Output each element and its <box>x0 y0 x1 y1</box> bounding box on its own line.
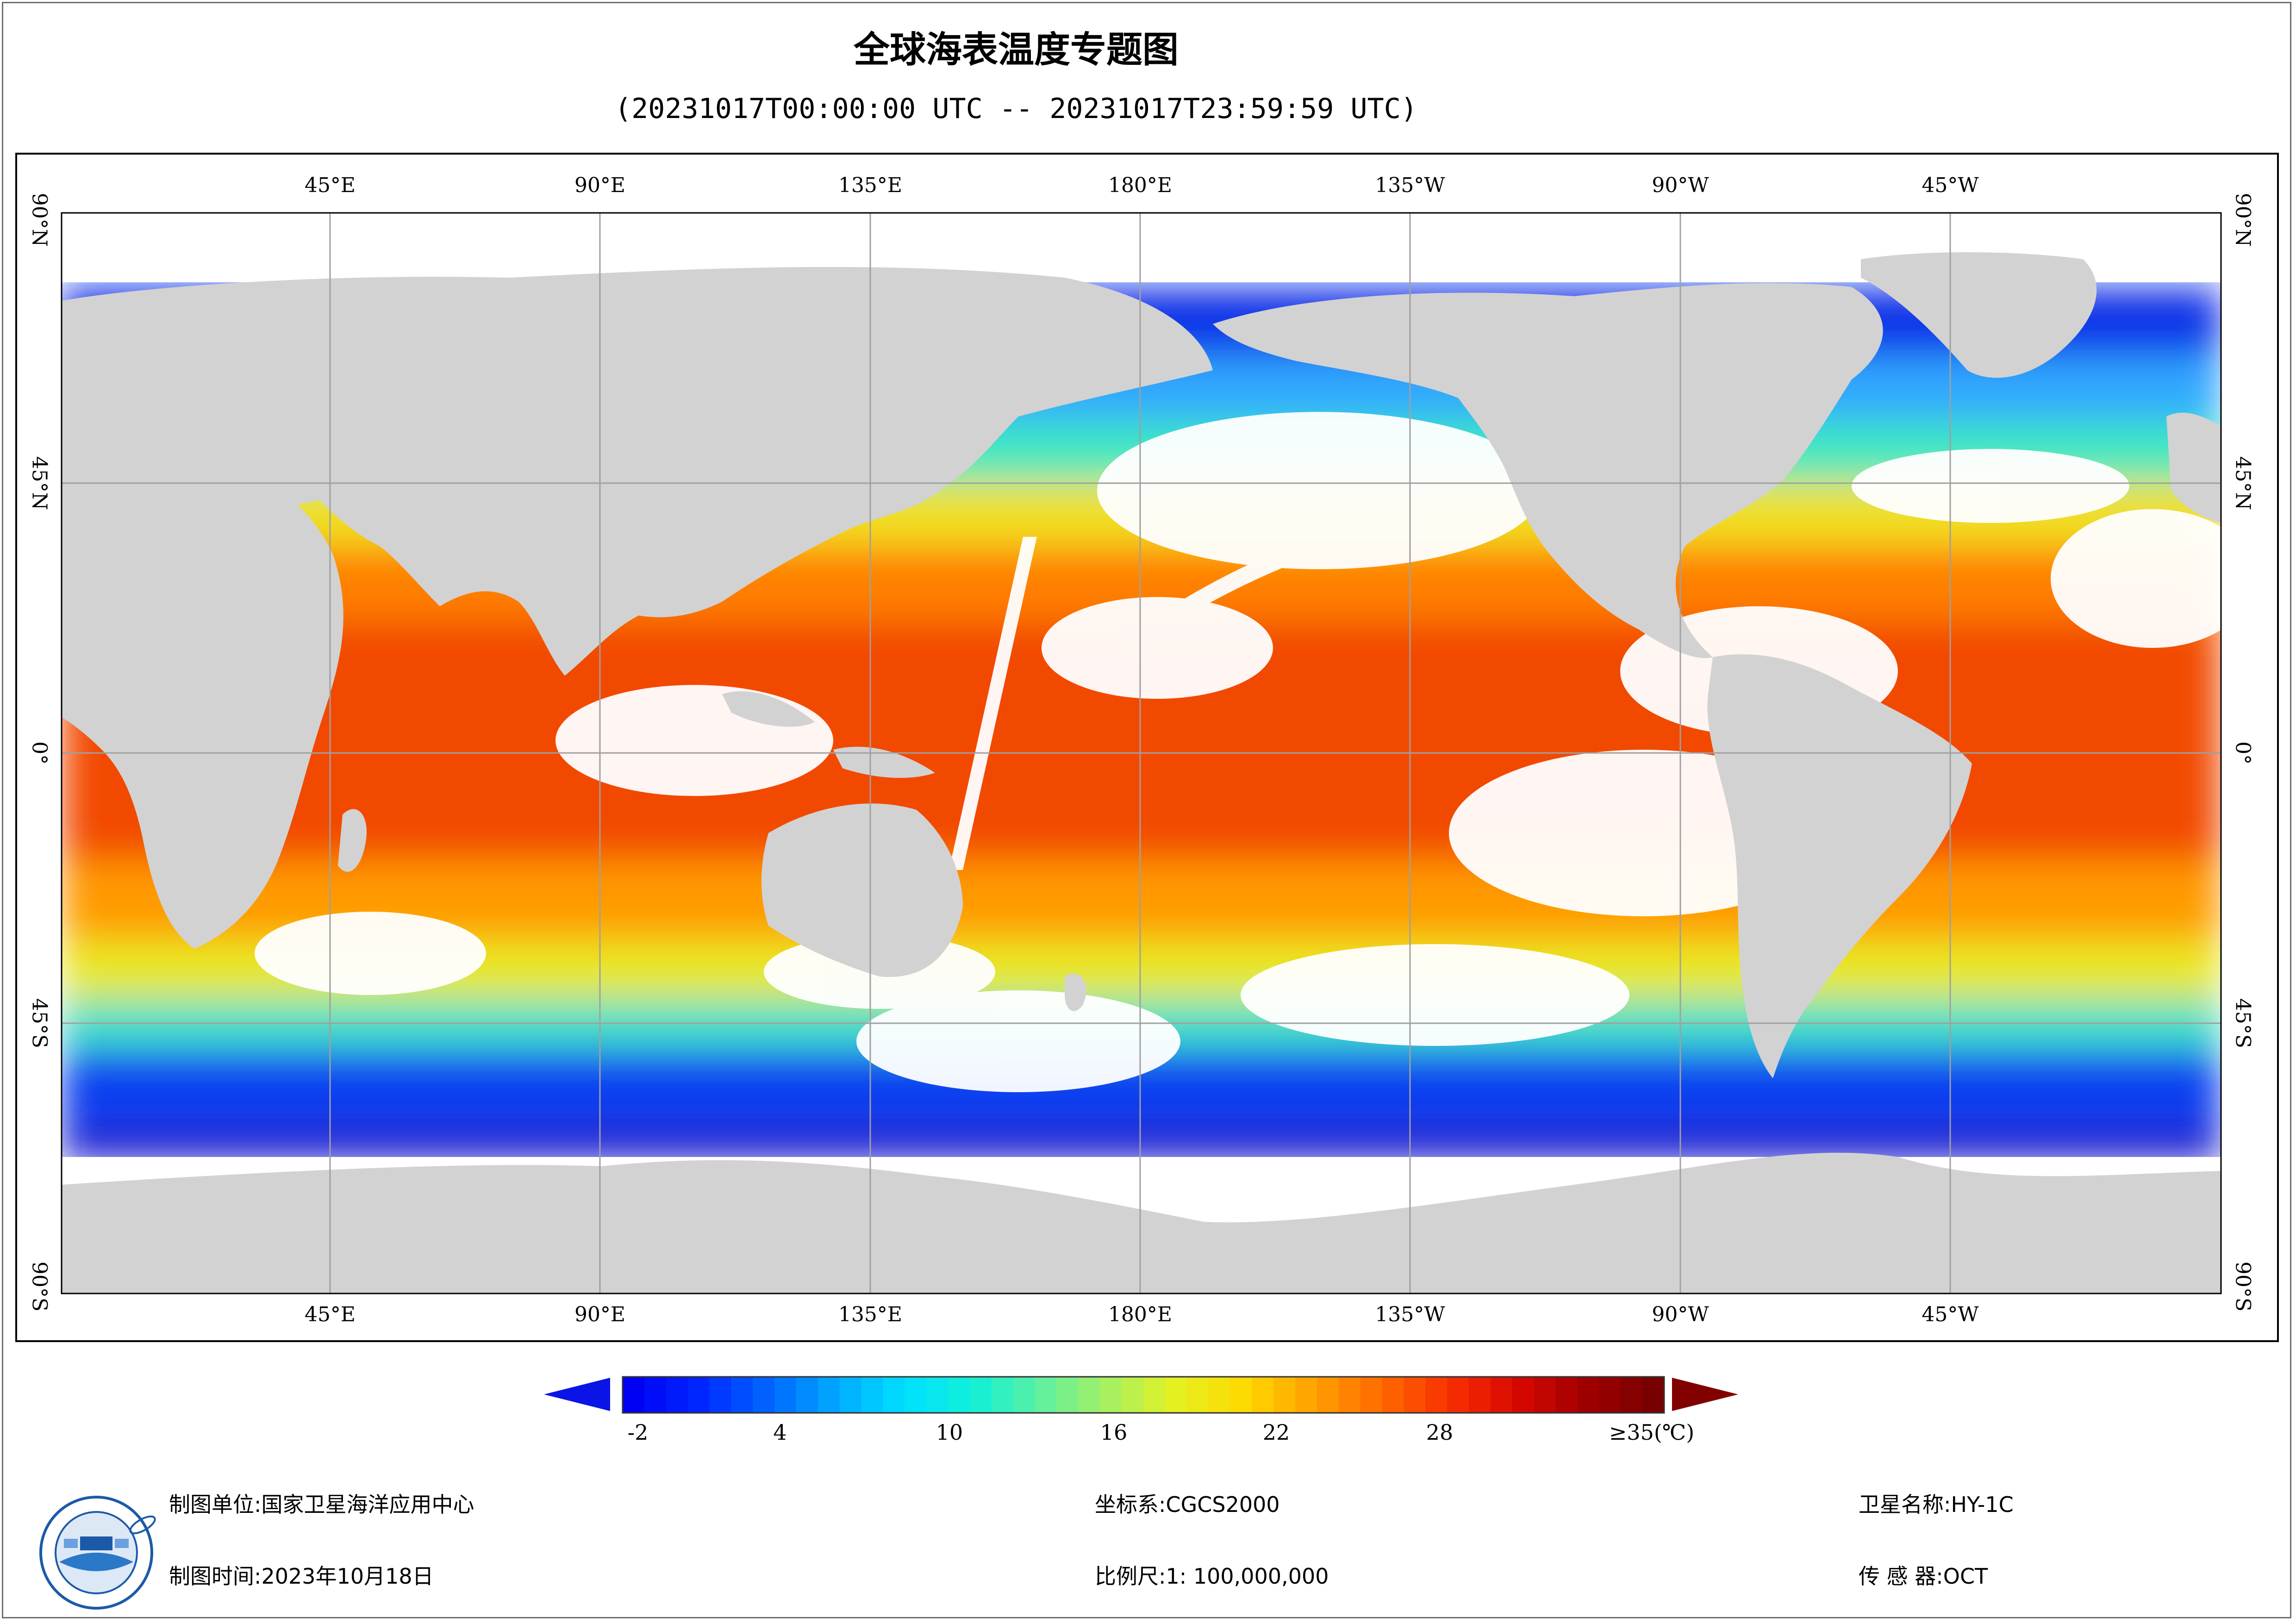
lon-label-bottom: 90°W <box>1652 1303 1709 1326</box>
lat-label-left: 45°S <box>27 998 51 1049</box>
crs-value: CGCS2000 <box>1166 1492 1280 1517</box>
land-mass <box>62 252 2221 1293</box>
satellite-value: HY-1C <box>1951 1492 2014 1517</box>
lon-label-bottom: 180°E <box>1108 1303 1173 1326</box>
sensor-value: OCT <box>1943 1564 1988 1589</box>
nsoas-logo-icon <box>39 1496 156 1610</box>
crs-label: 坐标系: <box>1095 1492 1166 1517</box>
producer-info: 制图单位:国家卫星海洋应用中心 <box>169 1488 474 1518</box>
legend-tick: ≥35(℃) <box>1609 1420 1695 1445</box>
lon-label-top: 135°E <box>838 174 903 197</box>
lat-label-left: 90°S <box>27 1261 51 1312</box>
lat-label-left: 45°N <box>27 456 51 510</box>
crs-info: 坐标系:CGCS2000 <box>1095 1488 1280 1518</box>
scale-info: 比例尺:1: 100,000,000 <box>1095 1560 1329 1590</box>
cloud-gaps <box>255 268 2221 1092</box>
sensor-label: 传 感 器: <box>1859 1564 1943 1589</box>
production-date-label: 制图时间: <box>169 1564 262 1589</box>
scale-value: 1: 100,000,000 <box>1166 1564 1329 1589</box>
lon-label-top: 135°W <box>1375 174 1445 197</box>
lon-label-top: 45°W <box>1922 174 1979 197</box>
sensor-info: 传 感 器:OCT <box>1859 1560 1988 1590</box>
lat-label-right: 90°S <box>2231 1261 2255 1312</box>
satellite-info: 卫星名称:HY-1C <box>1859 1488 2014 1518</box>
lon-label-top: 45°E <box>304 174 356 197</box>
lon-label-bottom: 45°W <box>1922 1303 1979 1326</box>
graticule <box>62 213 2221 1293</box>
lon-label-bottom: 45°E <box>304 1303 356 1326</box>
lat-label-right: 90°N <box>2231 193 2255 247</box>
map-subtitle: (20231017T00:00:00 UTC -- 20231017T23:59… <box>615 93 1417 125</box>
production-date-value: 2023年10月18日 <box>261 1564 434 1589</box>
lon-label-top: 180°E <box>1108 174 1173 197</box>
lat-label-right: 45°S <box>2231 998 2255 1049</box>
lat-label-left: 0° <box>27 741 51 765</box>
producer-label: 制图单位: <box>169 1492 262 1517</box>
scale-label: 比例尺: <box>1095 1564 1166 1589</box>
production-date-info: 制图时间:2023年10月18日 <box>169 1560 434 1590</box>
legend-tick: -2 <box>627 1420 649 1445</box>
legend-tick: 28 <box>1426 1420 1454 1445</box>
legend-tick: 16 <box>1100 1420 1128 1445</box>
lat-label-right: 45°N <box>2231 456 2255 510</box>
lon-label-top: 90°W <box>1652 174 1709 197</box>
producer-value: 国家卫星海洋应用中心 <box>261 1492 474 1517</box>
legend-tick: 10 <box>936 1420 963 1445</box>
legend-tick: 22 <box>1262 1420 1290 1445</box>
lon-label-bottom: 135°W <box>1375 1303 1445 1326</box>
lon-label-bottom: 90°E <box>574 1303 626 1326</box>
map-title: 全球海表温度专题图 <box>853 29 1179 71</box>
lat-label-right: 0° <box>2231 741 2255 765</box>
satellite-label: 卫星名称: <box>1859 1492 1951 1517</box>
lat-label-left: 90°N <box>27 193 51 247</box>
lon-label-bottom: 135°E <box>838 1303 903 1326</box>
lon-label-top: 90°E <box>574 174 626 197</box>
legend-tick: 4 <box>773 1420 787 1445</box>
